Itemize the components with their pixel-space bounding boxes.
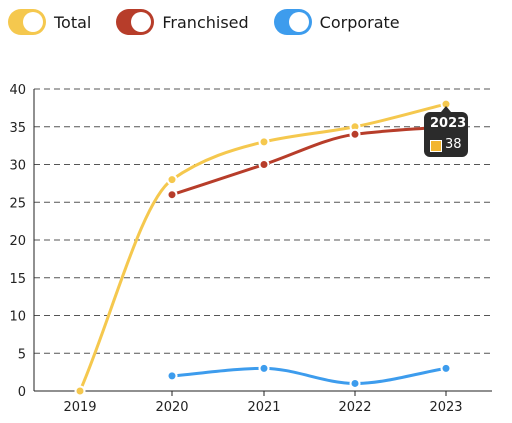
y-tick-label: 15 bbox=[9, 272, 26, 287]
legend-item-total[interactable]: Total bbox=[8, 9, 91, 35]
legend-label-total: Total bbox=[54, 12, 92, 32]
y-tick-label: 10 bbox=[9, 310, 26, 325]
y-tick-label: 40 bbox=[9, 83, 26, 98]
data-point-corporate bbox=[349, 377, 361, 389]
y-tick-label: 25 bbox=[9, 196, 26, 211]
y-tick-label: 5 bbox=[18, 347, 26, 362]
y-tick-label: 20 bbox=[9, 234, 26, 249]
toggle-total[interactable] bbox=[8, 9, 46, 35]
x-tick-label: 2020 bbox=[155, 400, 188, 415]
toggle-knob bbox=[288, 12, 309, 32]
toggle-knob bbox=[131, 12, 152, 32]
grid-lines bbox=[34, 88, 492, 354]
tooltip: 2023 38 bbox=[424, 106, 468, 157]
series-lines bbox=[78, 102, 448, 393]
tooltip-swatch bbox=[430, 140, 442, 152]
series-line-corporate bbox=[170, 366, 448, 385]
x-tick-label: 2022 bbox=[338, 400, 371, 415]
data-point-total bbox=[74, 385, 86, 397]
y-tick-label: 30 bbox=[9, 159, 26, 174]
legend: Total Franchised Corporate bbox=[8, 9, 425, 35]
data-point-total bbox=[258, 136, 270, 148]
x-tick-label: 2021 bbox=[247, 400, 280, 415]
legend-item-corporate[interactable]: Corporate bbox=[273, 9, 400, 35]
series-line-total bbox=[78, 102, 448, 393]
x-tick-label: 2019 bbox=[63, 400, 96, 415]
x-axis-tick-labels: 2019 2020 2021 2022 2023 bbox=[63, 400, 462, 415]
y-tick-label: 0 bbox=[18, 385, 26, 400]
x-tick-label: 2023 bbox=[429, 400, 462, 415]
data-point-total bbox=[166, 174, 178, 186]
toggle-franchised[interactable] bbox=[116, 9, 155, 35]
legend-label-corporate: Corporate bbox=[319, 12, 400, 32]
tooltip-title: 2023 bbox=[430, 116, 467, 131]
toggle-knob bbox=[23, 12, 43, 32]
y-axis-tick-labels: 0 5 10 15 20 25 30 35 40 bbox=[9, 83, 26, 400]
toggle-corporate[interactable] bbox=[273, 9, 312, 35]
data-point-franchised bbox=[349, 128, 361, 140]
data-point-corporate bbox=[440, 362, 452, 374]
series-line-franchised bbox=[170, 125, 448, 197]
data-point-franchised bbox=[258, 159, 270, 170]
legend-label-franchised: Franchised bbox=[162, 12, 249, 32]
y-tick-label: 35 bbox=[9, 121, 26, 136]
legend-item-franchised[interactable]: Franchised bbox=[116, 9, 249, 35]
series-points bbox=[74, 98, 452, 397]
tooltip-value: 38 bbox=[445, 137, 462, 152]
data-point-franchised bbox=[166, 189, 178, 201]
data-point-corporate bbox=[166, 370, 178, 382]
data-point-corporate bbox=[258, 362, 270, 374]
